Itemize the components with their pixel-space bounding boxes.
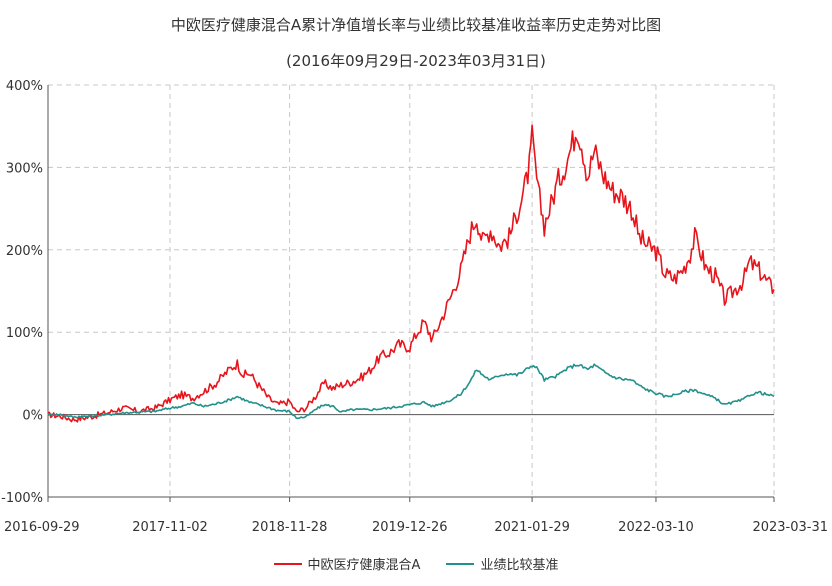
y-tick-label: 200% bbox=[6, 244, 43, 259]
legend-item-fund: 中欧医疗健康混合A bbox=[273, 554, 421, 573]
x-tick-label: 2019-12-26 bbox=[372, 520, 448, 535]
y-tick-label: 0% bbox=[22, 409, 43, 424]
x-tick-label: 2022-03-10 bbox=[618, 520, 694, 535]
y-tick-label: 300% bbox=[6, 161, 43, 176]
x-tick-label: 2023-03-31 bbox=[752, 520, 828, 535]
tick-labels: -100% 0% 100% 200% 300% 400% 2016-09-29 2017-11… bbox=[1, 79, 828, 535]
legend-item-benchmark: 业绩比较基准 bbox=[446, 554, 558, 573]
y-tick-label: 400% bbox=[6, 79, 43, 94]
series-line-fund bbox=[48, 124, 775, 423]
x-tick-label: 2017-11-02 bbox=[132, 520, 208, 535]
y-tick-label: -100% bbox=[1, 491, 43, 506]
axes bbox=[47, 85, 775, 502]
legend-label-fund: 中欧医疗健康混合A bbox=[307, 558, 421, 573]
series-line-benchmark bbox=[47, 363, 775, 420]
x-tick-label: 2021-01-29 bbox=[494, 520, 570, 535]
x-tick-label: 2018-11-28 bbox=[252, 520, 328, 535]
legend: 中欧医疗健康混合A 业绩比较基准 bbox=[0, 554, 832, 573]
y-tick-label: 100% bbox=[6, 326, 43, 341]
x-tick-label: 2016-09-29 bbox=[4, 520, 80, 535]
legend-label-benchmark: 业绩比较基准 bbox=[480, 558, 559, 573]
chart-title: 中欧医疗健康混合A累计净值增长率与业绩比较基准收益率历史走势对比图 bbox=[170, 16, 662, 34]
legend-swatch-fund bbox=[273, 562, 302, 565]
series-lines bbox=[47, 124, 775, 423]
legend-swatch-benchmark bbox=[446, 562, 475, 565]
chart-subtitle: (2016年09月29日-2023年03月31日) bbox=[286, 52, 546, 70]
grid-lines bbox=[48, 84, 775, 498]
